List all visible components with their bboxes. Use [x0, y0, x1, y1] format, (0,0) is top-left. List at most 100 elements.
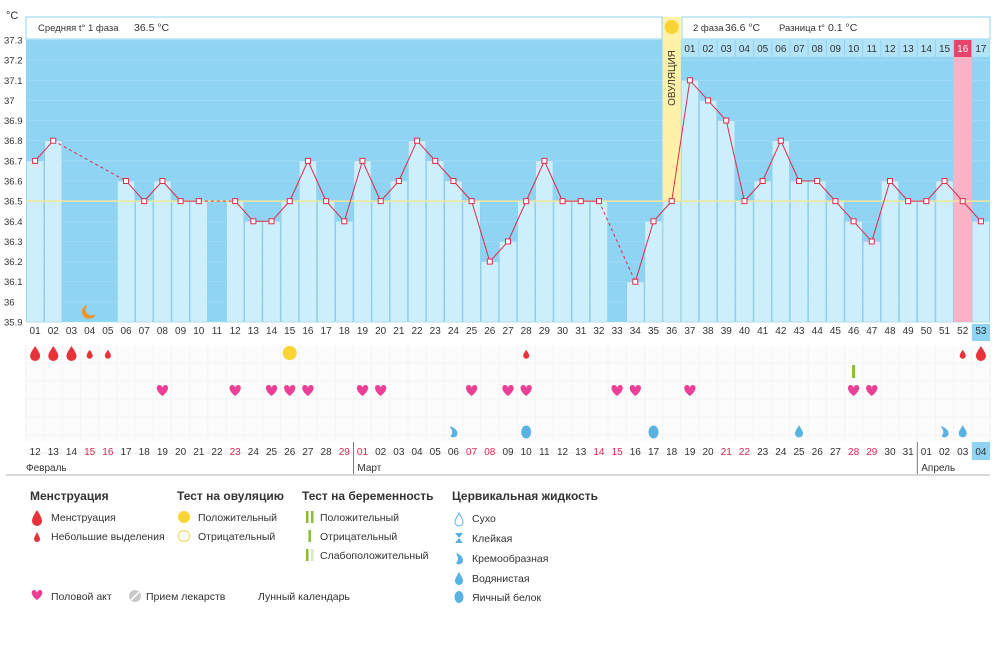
temperature-point — [559, 198, 566, 205]
cycle-day-label: 50 — [921, 326, 933, 337]
y-axis: 37.3 37.2 37.1 37 36.9 36.8 36.7 36.6 36.5 36.4 36… — [4, 36, 23, 329]
temperature-bar — [408, 140, 426, 323]
cycle-day-label: 33 — [612, 326, 624, 337]
phase2-day-cell — [899, 40, 917, 57]
phase2-day-cell — [881, 40, 899, 57]
cycle-day-label: 16 — [302, 326, 314, 337]
temperature-point — [268, 218, 275, 225]
y-tick-label: 36.1 — [4, 277, 23, 288]
cervical-watery-icon — [958, 425, 967, 438]
temperature-bar — [299, 160, 317, 323]
calendar-date-label: 15 — [84, 447, 96, 458]
spotting-drop-icon — [959, 349, 966, 359]
cycle-day-label: 22 — [411, 326, 423, 337]
calendar-date-label: 28 — [321, 447, 333, 458]
calendar-date-label: 27 — [302, 447, 314, 458]
temperature-bar — [189, 200, 208, 323]
temperature-bar — [517, 200, 536, 323]
temperature-point — [777, 137, 784, 144]
calendar-date-label: 23 — [757, 447, 769, 458]
intercourse-heart-icon — [31, 590, 43, 600]
calendar-date-label: 30 — [884, 447, 896, 458]
temperature-line-segment — [889, 180, 909, 202]
temperature-point — [923, 198, 930, 205]
temperature-bar — [353, 160, 372, 323]
temperature-point — [141, 198, 148, 205]
cycle-day-label: 08 — [157, 326, 169, 337]
temperature-line-segment — [398, 140, 418, 182]
temperature-line-segment — [525, 160, 545, 202]
temperature-point — [959, 198, 966, 205]
temperature-bar — [753, 180, 772, 323]
intercourse-heart-icon — [684, 385, 696, 396]
legend-cervical-dry: Сухо — [472, 513, 496, 525]
temperature-point — [486, 258, 493, 265]
pregnancy-positive-icon-2 — [311, 511, 314, 523]
phase2-day-cell — [772, 40, 790, 57]
temperature-bar — [262, 221, 281, 323]
phase2-day-cell — [917, 40, 935, 57]
cycle-day-label: 28 — [521, 326, 533, 337]
y-tick-label: 36.6 — [4, 177, 23, 188]
cycle-day-label: 25 — [466, 326, 478, 337]
temperature-line-segment — [780, 140, 800, 182]
pregnancy-weak-icon-2 — [311, 549, 314, 561]
intercourse-heart-icon — [847, 385, 860, 396]
cervical-watery-icon — [795, 425, 804, 438]
menstruation-drop-icon — [32, 510, 42, 526]
menstruation-drop-icon — [975, 346, 986, 362]
calendar-date-label: 19 — [157, 447, 169, 458]
calendar-date-label: 13 — [48, 447, 60, 458]
cycle-day-label: 48 — [884, 326, 896, 337]
temperature-line-segment — [634, 221, 654, 282]
calendar-date-label: 06 — [448, 447, 460, 458]
cycle-day-label: 51 — [939, 326, 951, 337]
temperature-line-segment — [234, 200, 254, 222]
temperature-line-segment — [289, 160, 309, 202]
calendar-date-label: 28 — [848, 447, 860, 458]
temperature-bar — [44, 140, 63, 323]
calendar-date-label: 18 — [139, 447, 151, 458]
temperature-point — [232, 198, 239, 205]
temperature-line-segment — [325, 200, 345, 222]
diff-label: Разница t° — [779, 23, 825, 34]
temperature-line-segment — [416, 140, 436, 162]
temperature-point — [868, 238, 875, 245]
cycle-day-label: 06 — [120, 326, 132, 337]
temperature-point — [377, 198, 384, 205]
calendar-date-label: 17 — [648, 447, 660, 458]
calendar-date-label: 20 — [703, 447, 715, 458]
calendar-date-label: 29 — [866, 447, 878, 458]
spotting-drop-icon — [104, 349, 111, 359]
temperature-line-segment — [380, 180, 400, 202]
legend-ovulation-positive: Положительный — [198, 512, 277, 524]
phase2-day-cell — [954, 40, 972, 57]
temperature-point — [250, 218, 257, 225]
cervical-watery-icon — [455, 572, 463, 585]
cycle-day-label: 43 — [793, 326, 805, 337]
calendar-date-label: 16 — [102, 447, 114, 458]
y-tick-label: 36.2 — [4, 257, 23, 268]
temperature-point — [577, 198, 584, 205]
ovulation-negative-icon — [177, 529, 191, 543]
intercourse-heart-icon — [502, 385, 514, 396]
calendar-date-label: 15 — [612, 447, 624, 458]
temperature-point — [941, 178, 948, 184]
phase2-day-cell — [735, 40, 754, 57]
calendar-date-label: 31 — [903, 447, 915, 458]
temperature-line-segment — [307, 160, 327, 202]
temperature-point — [450, 178, 457, 184]
date-row: 12 13 14 15 16 17 18 19 20 21 22 23 24 25 26 27 28 29 01 02… — [6, 442, 990, 476]
cycle-day-label: 02 — [48, 326, 60, 337]
temperature-line-segment — [944, 180, 964, 202]
ovulation-sun-icon — [664, 20, 679, 34]
temperature-point — [832, 198, 839, 205]
calendar-date-label: 12 — [557, 447, 569, 458]
phase2-day-label: 04 — [739, 44, 751, 55]
calendar-date-label: 24 — [248, 447, 260, 458]
temperature-bar — [717, 120, 736, 323]
temperature-line-segment — [962, 200, 982, 222]
cycle-day-label: 13 — [248, 326, 260, 337]
temperature-bar — [735, 200, 754, 323]
cycle-day-label: 17 — [321, 326, 333, 337]
